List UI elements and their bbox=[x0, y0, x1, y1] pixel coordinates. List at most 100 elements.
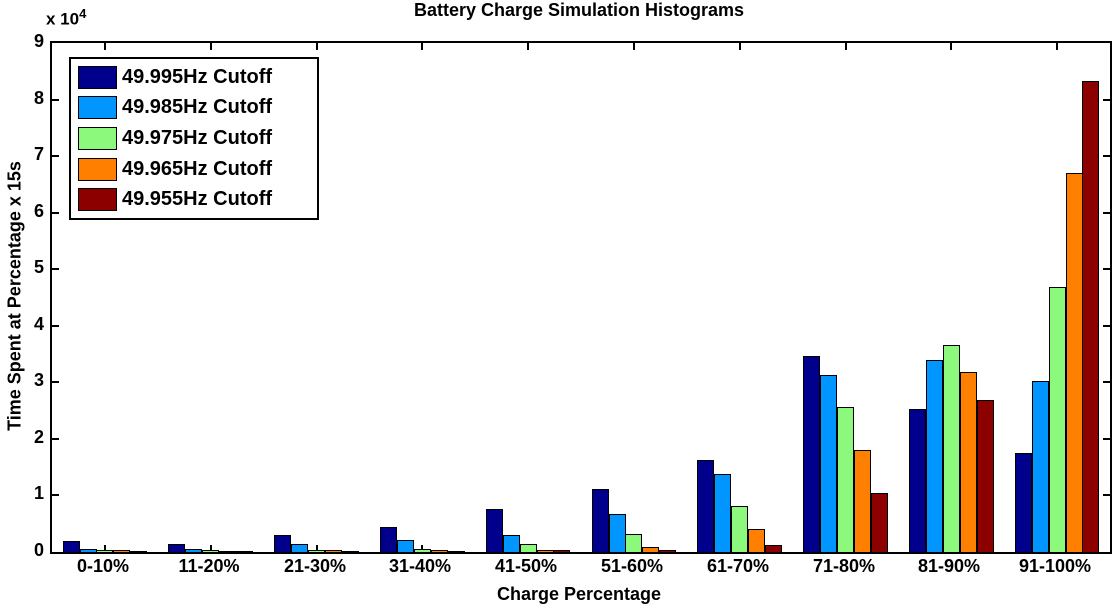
legend-item-1: 49.985Hz Cutoff bbox=[78, 96, 317, 120]
bar-49.955Hz-91-100% bbox=[1082, 81, 1099, 552]
x-tick bbox=[1056, 43, 1058, 50]
bar-49.955Hz-11-20% bbox=[236, 551, 253, 552]
y-tick bbox=[52, 381, 59, 383]
legend-swatch-icon bbox=[78, 96, 117, 120]
bar-49.955Hz-31-40% bbox=[448, 551, 465, 552]
bar-49.985Hz-31-40% bbox=[397, 540, 414, 552]
x-axis-label: Charge Percentage bbox=[496, 584, 662, 604]
y-tick bbox=[1103, 325, 1110, 327]
y-tick-label: 2 bbox=[33, 427, 44, 447]
bar-49.965Hz-21-30% bbox=[325, 550, 342, 552]
bar-49.995Hz-51-60% bbox=[592, 489, 609, 552]
bar-49.985Hz-61-70% bbox=[714, 474, 731, 552]
legend-swatch-icon bbox=[78, 157, 117, 181]
x-tick bbox=[421, 43, 423, 50]
y-tick bbox=[52, 268, 59, 270]
legend-swatch-icon bbox=[78, 188, 117, 212]
x-tick bbox=[527, 43, 529, 50]
y-tick bbox=[1103, 494, 1110, 496]
y-tick bbox=[1103, 381, 1110, 383]
legend-label: 49.955Hz Cutoff bbox=[122, 188, 273, 211]
bar-49.985Hz-41-50% bbox=[503, 535, 520, 552]
x-tick bbox=[316, 545, 318, 552]
bar-49.965Hz-81-90% bbox=[960, 372, 977, 552]
x-tick bbox=[845, 43, 847, 50]
y-tick bbox=[52, 325, 59, 327]
legend-item-3: 49.965Hz Cutoff bbox=[78, 157, 317, 181]
legend-label: 49.965Hz Cutoff bbox=[122, 157, 273, 180]
legend-label: 49.975Hz Cutoff bbox=[122, 126, 273, 149]
bar-49.985Hz-51-60% bbox=[609, 514, 626, 552]
bar-49.985Hz-91-100% bbox=[1032, 381, 1049, 552]
bar-49.955Hz-71-80% bbox=[871, 493, 888, 552]
bar-49.995Hz-91-100% bbox=[1015, 453, 1032, 552]
y-tick-label: 1 bbox=[33, 483, 44, 503]
legend-swatch-icon bbox=[78, 65, 117, 89]
y-tick-label: 3 bbox=[33, 370, 44, 390]
y-tick bbox=[52, 155, 59, 157]
exponent-power: 4 bbox=[79, 6, 87, 21]
bar-49.975Hz-41-50% bbox=[520, 544, 537, 552]
x-tick-label: 21-30% bbox=[283, 556, 347, 576]
legend-label: 49.995Hz Cutoff bbox=[122, 65, 273, 88]
legend-swatch-icon bbox=[78, 126, 117, 150]
y-tick bbox=[52, 494, 59, 496]
bar-49.965Hz-51-60% bbox=[642, 547, 659, 552]
legend-item-2: 49.975Hz Cutoff bbox=[78, 126, 317, 150]
y-tick bbox=[1103, 212, 1110, 214]
y-tick bbox=[52, 99, 59, 101]
bar-49.975Hz-61-70% bbox=[731, 506, 748, 552]
x-tick bbox=[104, 43, 106, 50]
x-tick-label: 31-40% bbox=[388, 556, 452, 576]
y-tick-label: 4 bbox=[33, 314, 44, 334]
y-tick bbox=[52, 438, 59, 440]
x-tick bbox=[421, 545, 423, 552]
y-tick bbox=[1103, 268, 1110, 270]
bar-49.965Hz-0-10% bbox=[113, 550, 130, 552]
bar-49.975Hz-21-30% bbox=[308, 550, 325, 552]
x-tick-label: 11-20% bbox=[178, 556, 240, 576]
y-tick-label: 9 bbox=[33, 31, 44, 51]
bar-49.975Hz-91-100% bbox=[1049, 287, 1066, 552]
x-tick-label: 41-50% bbox=[494, 556, 558, 576]
chart-title: Battery Charge Simulation Histograms bbox=[413, 0, 745, 20]
bar-49.965Hz-31-40% bbox=[431, 550, 448, 552]
bar-49.955Hz-81-90% bbox=[977, 400, 994, 552]
legend: 49.995Hz Cutoff 49.985Hz Cutoff 49.975Hz C… bbox=[69, 57, 319, 220]
x-tick-label: 51-60% bbox=[600, 556, 664, 576]
bar-49.955Hz-21-30% bbox=[342, 551, 359, 552]
x-tick bbox=[104, 545, 106, 552]
bar-49.965Hz-11-20% bbox=[219, 551, 236, 552]
y-tick-label: 8 bbox=[33, 88, 44, 108]
x-tick-label: 91-100% bbox=[1018, 556, 1092, 576]
legend-item-0: 49.995Hz Cutoff bbox=[78, 65, 317, 89]
x-tick-label: 0-10% bbox=[76, 556, 130, 576]
bar-49.975Hz-0-10% bbox=[96, 550, 113, 552]
x-tick-label: 61-70% bbox=[706, 556, 770, 576]
bar-49.985Hz-81-90% bbox=[926, 360, 943, 552]
bar-49.985Hz-21-30% bbox=[291, 544, 308, 552]
bar-49.995Hz-41-50% bbox=[486, 509, 503, 552]
bar-49.975Hz-51-60% bbox=[625, 534, 642, 552]
y-tick bbox=[1103, 438, 1110, 440]
bar-49.995Hz-31-40% bbox=[380, 527, 397, 552]
bar-49.995Hz-21-30% bbox=[274, 535, 291, 552]
y-tick-label: 7 bbox=[33, 144, 44, 164]
x-tick bbox=[950, 43, 952, 50]
bar-49.955Hz-51-60% bbox=[659, 550, 676, 552]
y-tick bbox=[52, 212, 59, 214]
bar-49.985Hz-71-80% bbox=[820, 375, 837, 552]
y-tick-label: 5 bbox=[33, 257, 44, 277]
bar-49.975Hz-81-90% bbox=[943, 345, 960, 552]
bar-49.965Hz-91-100% bbox=[1066, 173, 1083, 552]
y-tick-label: 0 bbox=[33, 540, 44, 560]
x-tick-label: 81-90% bbox=[917, 556, 981, 576]
plot-area: 49.995Hz Cutoff 49.985Hz Cutoff 49.975Hz C… bbox=[50, 41, 1112, 554]
y-tick bbox=[1103, 155, 1110, 157]
x-tick bbox=[633, 43, 635, 50]
x-tick bbox=[739, 43, 741, 50]
bar-49.965Hz-41-50% bbox=[537, 550, 554, 552]
bar-49.995Hz-61-70% bbox=[697, 460, 714, 552]
bar-49.975Hz-11-20% bbox=[202, 550, 219, 552]
